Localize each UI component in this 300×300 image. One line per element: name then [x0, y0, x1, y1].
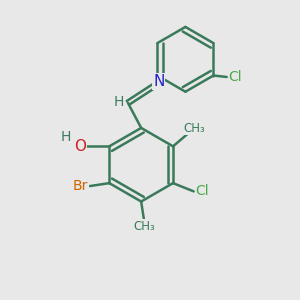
- Text: O: O: [74, 139, 86, 154]
- Text: Cl: Cl: [229, 70, 242, 84]
- Text: CH₃: CH₃: [183, 122, 205, 135]
- Text: Cl: Cl: [196, 184, 209, 198]
- Text: H: H: [113, 95, 124, 109]
- Text: N: N: [153, 74, 164, 89]
- Text: Br: Br: [73, 179, 88, 193]
- Text: CH₃: CH₃: [133, 220, 155, 233]
- Text: H: H: [61, 130, 71, 145]
